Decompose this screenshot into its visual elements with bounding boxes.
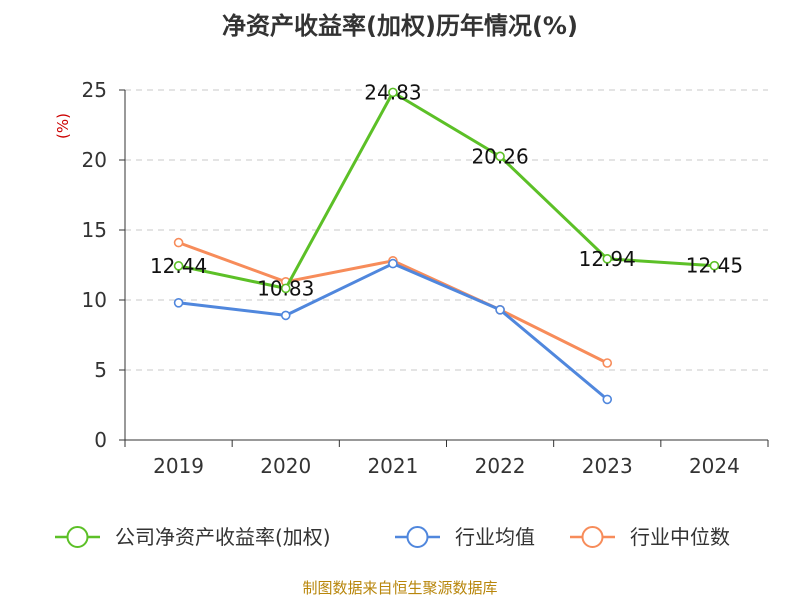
data-point <box>173 297 184 308</box>
chart-title: 净资产收益率(加权)历年情况(%) <box>222 12 578 40</box>
data-point <box>495 151 505 162</box>
data-point <box>388 258 398 269</box>
x-tick-label: 2022 <box>475 454 526 478</box>
data-labels: 12.44 10.83 24.83 20.26 12.94 12.45 <box>150 80 743 300</box>
data-label: 12.45 <box>686 254 743 278</box>
x-tick-label: 2023 <box>582 454 633 478</box>
series-group <box>173 87 720 405</box>
grid-lines <box>125 89 768 371</box>
legend-label: 公司净资产收益率(加权) <box>115 525 331 549</box>
data-point <box>495 304 505 315</box>
legend-item[interactable]: 行业中位数 <box>570 525 730 549</box>
legend-marker <box>581 526 604 548</box>
y-tick-label: 25 <box>82 78 107 102</box>
data-point <box>173 237 184 248</box>
legend[interactable]: 公司净资产收益率(加权) 行业均值 行业中位数 <box>55 525 730 549</box>
y-tick-label: 5 <box>94 358 107 382</box>
legend-item[interactable]: 行业均值 <box>395 525 535 549</box>
legend-marker <box>66 526 89 548</box>
data-point <box>388 87 398 98</box>
data-label: 20.26 <box>471 144 528 168</box>
y-axis-unit-label: (%) <box>54 113 72 139</box>
y-tick-label: 0 <box>94 428 107 452</box>
data-label: 10.83 <box>257 276 314 300</box>
legend-marker <box>406 526 429 548</box>
data-point <box>173 261 184 271</box>
data-label: 12.94 <box>579 247 636 271</box>
y-tick-label: 20 <box>82 148 107 172</box>
data-point <box>602 358 613 368</box>
legend-item[interactable]: 公司净资产收益率(加权) <box>55 525 331 549</box>
y-tick-label: 10 <box>82 288 107 312</box>
data-point <box>602 254 613 264</box>
x-tick-label: 2019 <box>153 454 204 478</box>
legend-label: 行业中位数 <box>630 525 730 549</box>
y-tick-label: 15 <box>82 218 107 242</box>
data-point <box>709 260 720 271</box>
data-label: 12.44 <box>150 254 207 278</box>
data-label: 24.83 <box>364 80 421 104</box>
x-tick-label: 2021 <box>367 454 418 478</box>
axes: 0 5 10 15 20 25 2019 2020 2021 2022 2023 2024 <box>82 78 769 478</box>
x-tick-label: 2024 <box>689 454 740 478</box>
x-tick-label: 2020 <box>260 454 311 478</box>
data-point <box>280 310 291 321</box>
legend-label: 行业均值 <box>455 525 535 549</box>
series-line <box>178 90 715 290</box>
data-source-footer: 制图数据来自恒生聚源数据库 <box>302 579 497 597</box>
data-point <box>280 283 291 294</box>
data-point <box>602 394 613 405</box>
